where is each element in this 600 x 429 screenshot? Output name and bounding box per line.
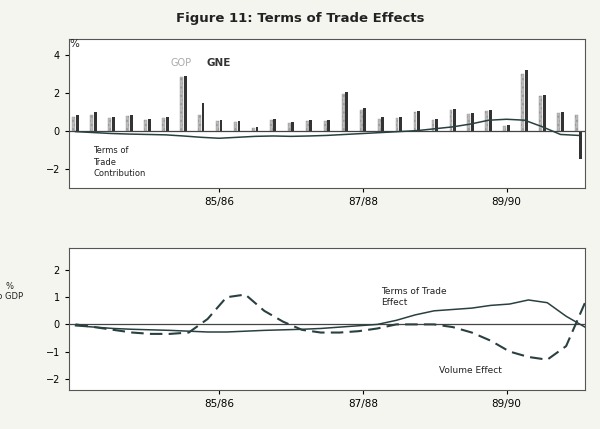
Bar: [108, 118, 111, 131]
Bar: [435, 119, 438, 131]
Bar: [431, 120, 434, 131]
Bar: [306, 121, 308, 131]
Bar: [252, 128, 255, 131]
Bar: [503, 126, 506, 131]
Bar: [395, 118, 398, 131]
Bar: [202, 103, 205, 131]
Bar: [467, 114, 470, 131]
Bar: [126, 116, 129, 131]
Bar: [94, 112, 97, 131]
Bar: [489, 110, 492, 131]
Text: GNE: GNE: [206, 58, 230, 68]
Bar: [557, 112, 560, 131]
Bar: [328, 120, 330, 131]
Bar: [359, 110, 362, 131]
Bar: [180, 76, 183, 131]
Bar: [162, 118, 165, 131]
Bar: [507, 125, 510, 131]
Bar: [413, 112, 416, 131]
Text: GOP: GOP: [170, 58, 191, 68]
Bar: [73, 118, 75, 131]
Bar: [270, 120, 273, 131]
Bar: [234, 122, 237, 131]
Bar: [198, 115, 201, 131]
Bar: [399, 118, 402, 131]
Bar: [130, 115, 133, 131]
Bar: [579, 131, 581, 159]
Text: Figure 11: Terms of Trade Effects: Figure 11: Terms of Trade Effects: [176, 12, 424, 25]
Bar: [543, 94, 546, 131]
Bar: [166, 118, 169, 131]
Text: Volume Effect: Volume Effect: [439, 366, 502, 375]
Bar: [363, 108, 366, 131]
Bar: [417, 111, 420, 131]
Bar: [256, 127, 259, 131]
Bar: [575, 115, 578, 131]
Bar: [274, 119, 277, 131]
Bar: [148, 119, 151, 131]
Bar: [453, 109, 456, 131]
Bar: [216, 121, 219, 131]
Bar: [471, 112, 474, 131]
Text: Terms of
Trade
Contribution: Terms of Trade Contribution: [94, 146, 146, 178]
Bar: [539, 97, 542, 131]
Bar: [184, 76, 187, 131]
Bar: [238, 121, 241, 131]
Bar: [346, 92, 348, 131]
Text: %: %: [69, 39, 79, 49]
Bar: [521, 74, 524, 131]
Bar: [485, 111, 488, 131]
Bar: [449, 110, 452, 131]
Bar: [292, 122, 295, 131]
Bar: [342, 94, 344, 131]
Bar: [112, 118, 115, 131]
Bar: [90, 115, 93, 131]
Bar: [288, 123, 291, 131]
Bar: [220, 120, 223, 131]
Bar: [381, 118, 384, 131]
Bar: [525, 70, 528, 131]
Bar: [310, 120, 312, 131]
Bar: [324, 121, 326, 131]
Text: Terms of Trade
Effect: Terms of Trade Effect: [381, 287, 446, 307]
Bar: [561, 112, 564, 131]
Bar: [144, 120, 147, 131]
Bar: [377, 119, 380, 131]
Bar: [76, 115, 79, 131]
Text: %
to GDP: % to GDP: [0, 282, 23, 302]
